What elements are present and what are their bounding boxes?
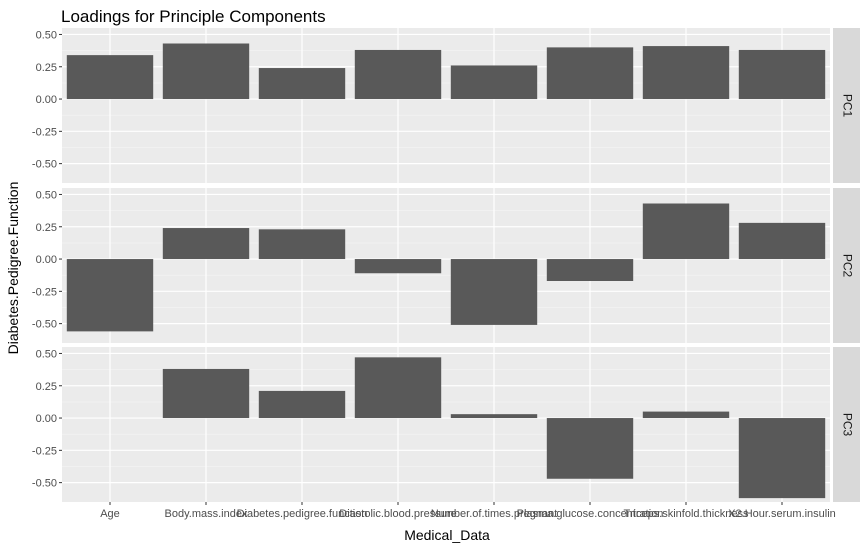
facet-strip — [833, 188, 860, 343]
x-tick-label: Body.mass.index — [165, 508, 248, 520]
facet-strip-label: PC2 — [840, 254, 854, 278]
x-axis-title: Medical_Data — [404, 527, 490, 543]
y-tick-label: -0.25 — [32, 445, 57, 457]
y-tick-label: 0.00 — [36, 254, 57, 266]
bar-pc1-2 — [258, 68, 346, 100]
x-tick-label: Diabetes.pedigree.function — [237, 508, 368, 520]
bar-pc3-6 — [642, 411, 730, 419]
chart-title: Loadings for Principle Components — [61, 7, 326, 26]
facet-pc3: -0.50 -0.25 0.00 0.25 0.50 PC3 — [32, 347, 860, 502]
y-axis-title: Diabetes.Pedigree.Function — [5, 182, 21, 355]
bar-pc3-3 — [354, 357, 442, 419]
bar-pc3-2 — [258, 390, 346, 419]
bar-pc2-0 — [66, 259, 154, 332]
x-tick-label: Diastolic.blood.pressure — [339, 508, 456, 520]
x-tick-label: Triceps.skinfold.thickness — [624, 508, 749, 520]
bar-pc1-5 — [546, 47, 634, 100]
bar-pc1-6 — [642, 46, 730, 100]
bar-pc1-1 — [162, 43, 250, 100]
facet-strip-label: PC3 — [840, 413, 854, 437]
bar-pc2-7 — [738, 222, 826, 260]
y-tick-label: -0.50 — [32, 159, 57, 171]
y-tick-label: 0.25 — [36, 62, 57, 74]
x-tick-label: Age — [100, 508, 120, 520]
bar-pc2-5 — [546, 259, 634, 281]
x-tick-label: X2.Hour.serum.insulin — [728, 508, 836, 520]
y-tick-label: 0.25 — [36, 381, 57, 393]
bar-pc1-7 — [738, 49, 826, 100]
x-axis-ticks: Age Body.mass.indexDiabetes.pedigree.func… — [100, 502, 836, 520]
y-tick-label: -0.25 — [32, 126, 57, 138]
bar-pc1-4 — [450, 65, 538, 100]
y-tick-label: -0.50 — [32, 478, 57, 490]
facet-strip-label: PC1 — [840, 94, 854, 118]
x-tick-label: Plasma.glucose.concentration — [517, 508, 664, 520]
facet-panels: -0.50 -0.25 0.00 0.25 0.50 PC1 -0.50 -0.25 0.00 0… — [32, 28, 860, 502]
bar-pc1-0 — [66, 55, 154, 100]
bar-pc2-4 — [450, 259, 538, 325]
bar-pc2-3 — [354, 259, 442, 274]
bar-pc2-2 — [258, 229, 346, 260]
y-tick-label: 0.50 — [36, 189, 57, 201]
bar-pc2-1 — [162, 228, 250, 260]
bar-pc3-1 — [162, 368, 250, 419]
bar-pc3-7 — [738, 418, 826, 499]
facet-strip — [833, 347, 860, 502]
y-tick-label: -0.25 — [32, 286, 57, 298]
y-tick-label: 0.00 — [36, 94, 57, 106]
facet-strip — [833, 28, 860, 183]
y-tick-label: 0.00 — [36, 413, 57, 425]
bar-pc2-6 — [642, 203, 730, 260]
y-tick-label: 0.25 — [36, 222, 57, 234]
bar-pc1-3 — [354, 49, 442, 100]
bar-pc3-5 — [546, 418, 634, 479]
facet-pc1: -0.50 -0.25 0.00 0.25 0.50 PC1 — [32, 28, 860, 183]
y-tick-label: 0.50 — [36, 29, 57, 41]
y-tick-label: -0.50 — [32, 319, 57, 331]
x-tick-label: Number.of.times.pregnant — [431, 508, 558, 520]
facet-pc2: -0.50 -0.25 0.00 0.25 0.50 PC2 — [32, 188, 860, 343]
bar-pc3-4 — [450, 414, 538, 419]
y-tick-label: 0.50 — [36, 348, 57, 360]
